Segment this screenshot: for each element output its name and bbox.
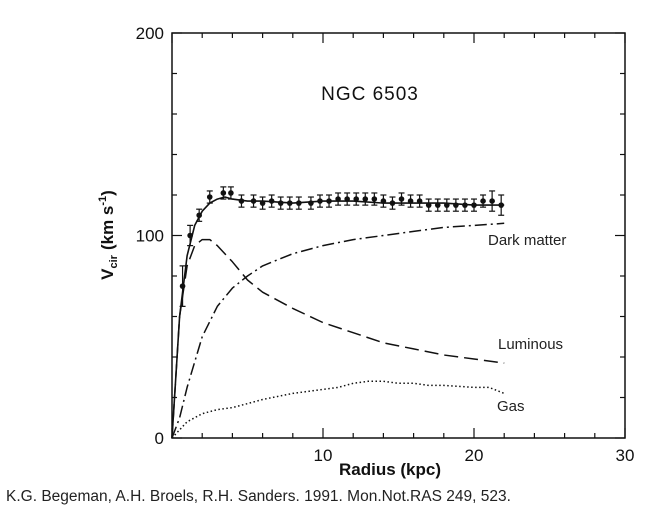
data-marker (444, 202, 450, 208)
observed-point (179, 265, 186, 307)
data-marker (187, 232, 193, 239)
label-gas: Gas (497, 398, 525, 415)
observed-point (268, 194, 275, 208)
observed-point (196, 208, 203, 222)
observed-point (259, 196, 266, 210)
data-marker (196, 212, 202, 219)
data-marker (268, 198, 275, 204)
observed-point (461, 198, 468, 212)
data-marker (206, 194, 213, 200)
data-marker (286, 200, 293, 206)
observed-point (326, 194, 333, 208)
observed-point (434, 198, 441, 212)
x-axis-title: Radius (kpc) (339, 460, 441, 479)
observed-point (471, 198, 477, 212)
data-marker (344, 196, 350, 202)
observed-point (206, 190, 213, 204)
axis-ticks (171, 32, 626, 439)
observed-point (316, 194, 323, 208)
data-marker (317, 198, 323, 204)
data-marker (453, 202, 459, 208)
observed-point (227, 186, 234, 200)
model-curves (171, 196, 505, 439)
y-axis-subscript: cir (108, 254, 120, 268)
y-tick-label: 0 (155, 429, 164, 448)
data-marker (380, 198, 387, 204)
data-marker (480, 198, 486, 204)
data-marker (398, 196, 405, 202)
y-axis-symbol: V (98, 268, 117, 280)
observed-point (416, 194, 423, 208)
label-luminous: Luminous (498, 336, 563, 353)
y-tick-label: 100 (136, 227, 164, 246)
observed-point (286, 196, 293, 210)
data-marker (416, 198, 423, 204)
observed-point (187, 224, 194, 247)
x-tick-label: 30 (616, 446, 635, 465)
observed-point (295, 196, 302, 210)
y-axis-exponent: -1 (97, 196, 109, 206)
observed-point (250, 194, 257, 208)
observed-point (407, 194, 414, 208)
series-total (171, 196, 505, 439)
observed-point (362, 192, 369, 206)
data-marker (179, 283, 186, 289)
data-marker (471, 202, 477, 208)
data-marker (326, 198, 332, 204)
label-dark-matter: Dark matter (488, 232, 566, 249)
y-axis-close: ) (98, 190, 117, 196)
observed-point (335, 192, 342, 206)
y-axis-title: Vcir (km s-1) (97, 190, 120, 280)
data-marker (277, 200, 284, 206)
axis-tick-labels: 10 20 30 0 100 200 (136, 24, 635, 465)
observed-point (498, 194, 505, 216)
data-marker (353, 196, 360, 202)
observed-point (353, 192, 360, 206)
data-marker (498, 202, 504, 208)
data-marker (489, 198, 495, 204)
observed-points (179, 186, 505, 307)
data-marker (238, 198, 245, 204)
observed-point (344, 192, 351, 206)
data-marker (308, 200, 314, 206)
data-marker (407, 198, 414, 204)
data-marker (425, 202, 432, 208)
data-marker (335, 196, 341, 202)
observed-point (443, 198, 450, 212)
observed-point (489, 190, 496, 212)
data-marker (220, 190, 227, 196)
data-marker (259, 200, 266, 206)
series-luminous (171, 238, 505, 439)
x-tick-label: 20 (465, 446, 484, 465)
citation-caption: K.G. Begeman, A.H. Broels, R.H. Sanders.… (6, 488, 511, 505)
rotation-curve-chart: 10 20 30 0 100 200 NGC 6503 Radius (kpc) Vcir… (97, 24, 635, 479)
chart-title: NGC 6503 (321, 84, 419, 105)
y-tick-label: 200 (136, 24, 164, 43)
observed-point (220, 186, 227, 200)
data-marker (250, 198, 257, 204)
observed-point (371, 192, 378, 206)
data-marker (389, 200, 396, 206)
observed-point (238, 194, 245, 208)
observed-point (480, 194, 487, 208)
observed-point (425, 198, 432, 212)
observed-point (398, 192, 405, 206)
observed-point (389, 196, 396, 210)
data-marker (434, 202, 441, 208)
data-marker (362, 196, 369, 202)
x-tick-label: 10 (314, 446, 333, 465)
observed-point (277, 196, 284, 210)
y-axis-units: (km s (98, 206, 117, 250)
observed-point (452, 198, 459, 212)
data-marker (462, 202, 468, 208)
series-gas (171, 380, 505, 439)
data-marker (371, 196, 378, 202)
data-marker (296, 200, 302, 206)
series-dark-matter (171, 222, 505, 439)
observed-point (380, 194, 387, 208)
observed-point (307, 196, 314, 210)
data-marker (228, 190, 234, 196)
